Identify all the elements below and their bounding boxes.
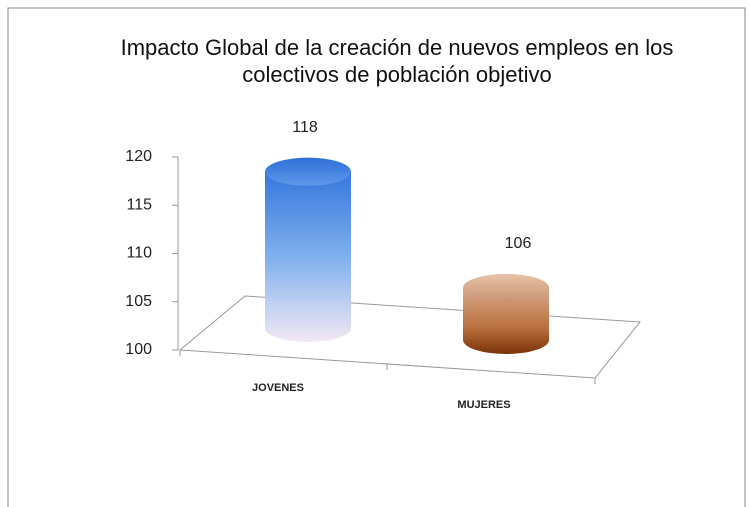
frame <box>7 7 746 507</box>
cylinder-top <box>463 273 549 302</box>
cylinder-body <box>265 171 351 342</box>
x-tick-label: JOVENES <box>252 382 304 394</box>
y-tick-label: 115 <box>126 196 152 213</box>
value-label: 106 <box>505 235 532 252</box>
y-tick-label: 100 <box>125 341 152 358</box>
y-tick-label: 120 <box>125 148 152 165</box>
value-label: 118 <box>292 119 318 136</box>
cylinder-top <box>265 157 351 186</box>
floor <box>178 295 641 379</box>
x-tick-label: MUJERES <box>457 399 510 411</box>
cylinder-body <box>463 287 549 354</box>
y-tick-label: 105 <box>125 293 152 310</box>
y-tick-label: 110 <box>126 245 152 262</box>
chart-title: Impacto Global de la creación de nuevos … <box>120 35 674 87</box>
